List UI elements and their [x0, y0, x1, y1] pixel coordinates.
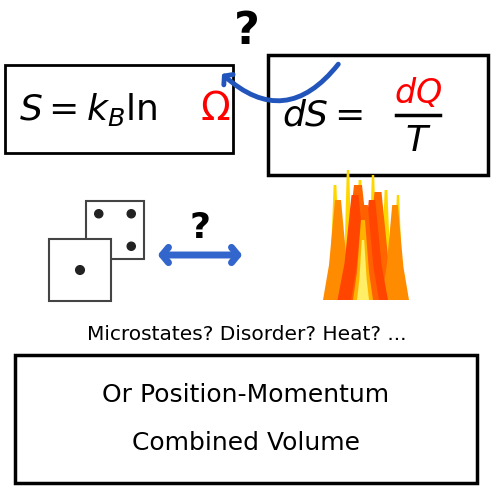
FancyBboxPatch shape [15, 355, 477, 483]
Text: $dS =$: $dS =$ [282, 98, 363, 132]
Polygon shape [351, 205, 379, 300]
Polygon shape [392, 195, 404, 300]
Text: $dQ$: $dQ$ [394, 76, 442, 110]
Polygon shape [86, 201, 144, 259]
Polygon shape [360, 192, 396, 300]
Text: ?: ? [190, 211, 210, 245]
Polygon shape [353, 220, 373, 300]
Text: $\Omega$: $\Omega$ [200, 90, 230, 128]
Circle shape [127, 210, 135, 218]
FancyBboxPatch shape [5, 65, 233, 153]
Circle shape [127, 242, 135, 250]
Text: $T$: $T$ [405, 124, 431, 158]
Polygon shape [356, 200, 388, 300]
Polygon shape [338, 185, 378, 300]
Text: $S = k_B \ln$: $S = k_B \ln$ [19, 90, 157, 128]
Polygon shape [357, 240, 369, 300]
Text: Or Position-Momentum: Or Position-Momentum [102, 383, 390, 407]
Polygon shape [342, 170, 354, 300]
Text: ?: ? [234, 10, 260, 54]
Circle shape [95, 242, 103, 250]
Polygon shape [353, 180, 367, 300]
Polygon shape [367, 175, 379, 300]
Circle shape [76, 266, 84, 274]
Polygon shape [323, 200, 353, 300]
Polygon shape [49, 239, 111, 301]
Polygon shape [381, 205, 409, 300]
FancyBboxPatch shape [268, 55, 488, 175]
Circle shape [95, 210, 103, 218]
Polygon shape [328, 185, 342, 300]
Text: Combined Volume: Combined Volume [132, 431, 360, 455]
Polygon shape [338, 195, 373, 300]
Text: Microstates? Disorder? Heat? ...: Microstates? Disorder? Heat? ... [87, 326, 407, 344]
Polygon shape [379, 190, 393, 300]
